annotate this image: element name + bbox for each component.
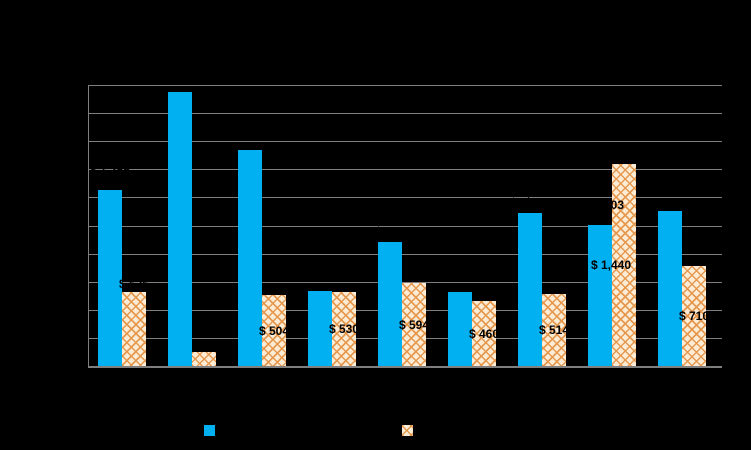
gridline	[89, 282, 722, 283]
data-label-tan-6: $ 460	[468, 326, 500, 341]
bar-tan-1	[122, 292, 146, 366]
legend-item-series2	[402, 425, 418, 436]
data-label-tan-7: $ 514	[538, 323, 570, 337]
data-label-tan-4: $ 530	[328, 322, 360, 336]
gridline	[89, 85, 722, 86]
data-label-tan-8: $ 1,440	[590, 258, 632, 272]
bar-tan-3	[262, 295, 286, 366]
data-label-tan-5: $ 594	[398, 317, 430, 332]
data-label-blue-8: $ 1,003	[583, 198, 625, 212]
legend-swatch-tan	[402, 425, 413, 436]
bar-blue-1	[98, 190, 122, 366]
bar-blue-5	[378, 242, 402, 366]
gridline	[89, 169, 722, 170]
bar-tan-6	[472, 301, 496, 366]
bar-blue-3	[238, 150, 262, 366]
gridline	[89, 366, 722, 367]
bar-tan-5	[402, 283, 426, 366]
bar-tan-4	[332, 292, 356, 366]
bar-tan-2	[192, 352, 216, 366]
bar-tan-7	[542, 294, 566, 366]
gridline	[89, 113, 722, 114]
legend-item-series1	[204, 425, 220, 436]
data-label-tan-9: $ 710	[678, 309, 710, 323]
gridline	[89, 141, 722, 142]
bar-blue-7	[518, 213, 542, 366]
gridline	[89, 254, 722, 255]
gridline	[89, 197, 722, 198]
data-label-blue-9: $ 1,100	[649, 184, 691, 198]
data-label-tan-1: $ 525	[118, 277, 150, 291]
bar-blue-9	[658, 211, 682, 366]
bar-blue-4	[308, 291, 332, 366]
data-label-blue-4: $ 532	[304, 264, 336, 278]
data-label-blue-6: $ 530	[444, 265, 476, 279]
data-label-tan-3: $ 504	[258, 323, 290, 338]
bar-tan-8	[612, 164, 636, 366]
bar-tan-9	[682, 266, 706, 366]
bar-blue-8	[588, 225, 612, 366]
data-label-blue-7: $ 1,090	[509, 186, 551, 200]
data-label-blue-5: $ 886	[374, 215, 406, 229]
data-label-blue-3: $ 1,540	[229, 123, 271, 137]
bar-blue-2	[168, 92, 192, 366]
data-label-tan-2: $ 99	[192, 337, 216, 351]
legend-swatch-blue	[204, 425, 215, 436]
data-label-blue-2: $ 1,950	[159, 65, 201, 79]
bar-blue-6	[448, 292, 472, 366]
data-label-blue-1: $ 1,255	[89, 163, 131, 177]
gridline	[89, 226, 722, 227]
